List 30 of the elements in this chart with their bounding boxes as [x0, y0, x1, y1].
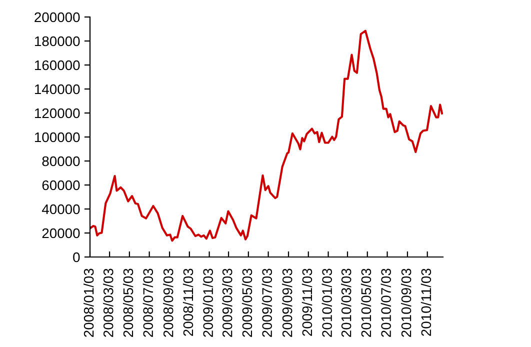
x-tick-label: 2009/07/03 — [262, 268, 272, 337]
y-tick-label: 120000 — [34, 108, 80, 118]
line-series — [90, 30, 443, 242]
x-tick-label: 2010/03/03 — [341, 268, 352, 337]
x-tick-label: 2010/05/03 — [360, 268, 372, 337]
y-tick-label: 0 — [73, 252, 80, 262]
x-tick-label: 2009/09/03 — [282, 268, 292, 337]
x-tick-label: 2008/11/03 — [182, 268, 194, 336]
x-tick-label: 2008/03/03 — [103, 268, 114, 337]
y-tick-label: 20000 — [42, 228, 80, 238]
x-tick-label: 2008/05/03 — [122, 268, 134, 337]
x-tick-label: 2008/01/03 — [84, 268, 94, 337]
x-tick-label: 2009/03/03 — [222, 268, 232, 337]
y-tick-label: 200000 — [34, 12, 80, 22]
y-tick-label: 140000 — [34, 84, 80, 94]
x-tick-label: 2010/09/03 — [401, 268, 412, 337]
y-tick-label: 60000 — [42, 180, 80, 190]
x-tick-label: 2010/07/03 — [380, 268, 391, 337]
y-tick-label: 40000 — [42, 204, 80, 214]
x-tick-label: 2008/07/03 — [142, 268, 154, 337]
x-tick-label: 2009/01/03 — [202, 268, 214, 337]
y-tick-label: 80000 — [42, 156, 80, 166]
x-tick-label: 2008/09/03 — [163, 268, 174, 337]
y-tick-label: 100000 — [34, 132, 80, 142]
x-tick-label: 2009/11/03 — [302, 268, 312, 336]
x-tick-label: 2010/11/03 — [420, 268, 432, 336]
x-tick-label: 2009/05/03 — [242, 268, 252, 337]
y-tick-label: 160000 — [34, 60, 80, 70]
x-tick-label: 2010/01/03 — [322, 268, 332, 337]
y-tick-label: 180000 — [34, 36, 80, 46]
